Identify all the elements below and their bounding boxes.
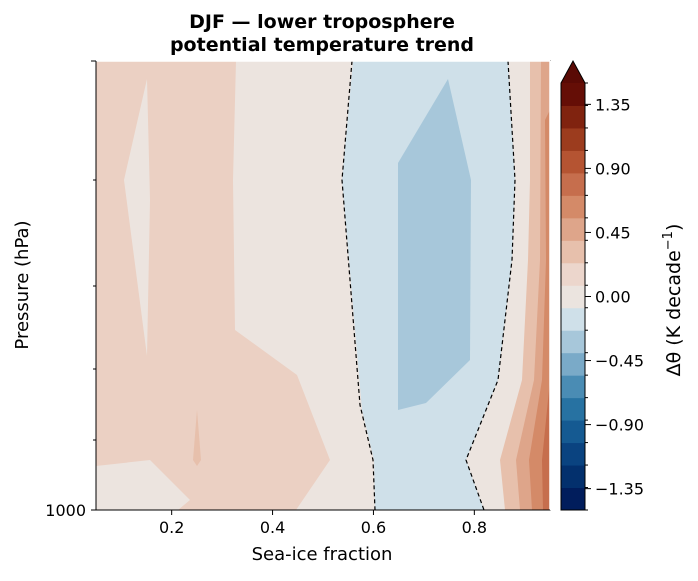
chart-title-line1: DJF — lower troposphere [189, 11, 455, 33]
chart-title-line2: potential temperature trend [170, 34, 474, 56]
colorbar-swatch [561, 420, 585, 444]
colorbar-swatch [561, 285, 585, 309]
region-light-band [233, 61, 375, 510]
colorbar-swatch [561, 397, 585, 421]
colorbar-swatch [561, 240, 585, 264]
region-light-sliver-left [124, 79, 150, 356]
colorbar-swatch [561, 83, 585, 106]
x-tick-label: 0.4 [260, 518, 285, 537]
y-tick-label: 1000 [45, 501, 86, 520]
zero-contour-left [341, 61, 376, 510]
colorbar-swatch [561, 375, 585, 399]
colorbar-swatch [561, 217, 585, 241]
colorbar-tick-label: 1.35 [595, 95, 631, 114]
colorbar-swatch [561, 105, 585, 129]
colorbar-swatch [561, 127, 585, 151]
colorbar-label: Δθ (K decade−1) [661, 224, 685, 377]
x-axis-label: Sea-ice fraction [252, 544, 393, 565]
x-axis-ticks: 0.2 0.4 0.6 0.8 [159, 510, 487, 537]
colorbar-ticks: −1.35 −0.90 −0.45 0.00 0.45 0.90 1.35 [585, 82, 644, 511]
colorbar-tick-label: −0.45 [595, 352, 644, 371]
colorbar-swatch [561, 262, 585, 286]
colorbar-tick-label: 0.45 [595, 223, 631, 242]
colorbar-swatch [561, 150, 585, 174]
colorbar-tick-label: 0.00 [595, 288, 631, 307]
region-light-foot-left [96, 460, 190, 510]
colorbar-tick-label: 0.90 [595, 159, 631, 178]
colorbar-swatch [561, 487, 585, 511]
y-axis-label: Pressure (hPa) [12, 220, 33, 349]
colorbar-tick-label: −0.90 [595, 416, 644, 435]
region-warm-edge-4 [542, 380, 550, 510]
colorbar-swatch [561, 307, 585, 331]
x-tick-label: 0.6 [361, 518, 386, 537]
colorbar-extend-arrow [561, 61, 585, 83]
colorbar-swatch [561, 195, 585, 219]
region-light-band-right [466, 61, 530, 510]
plot-area [96, 61, 550, 510]
region-warm-edge-3 [529, 110, 550, 510]
colorbar-swatch [561, 352, 585, 376]
colorbar-tick-label: −1.35 [595, 480, 644, 499]
x-tick-label: 0.8 [462, 518, 487, 537]
colorbar-swatch [561, 330, 585, 354]
zero-contour-right [465, 61, 516, 510]
colorbar-outline [560, 59, 586, 511]
y-axis-ticks: 1000 [45, 60, 96, 520]
region-warm-spot [193, 410, 201, 466]
colorbar [560, 59, 586, 511]
x-tick-label: 0.2 [159, 518, 184, 537]
colorbar-swatch [561, 442, 585, 466]
colorbar-swatch [561, 172, 585, 196]
region-cool-core [398, 79, 471, 410]
colorbar-swatch [561, 465, 585, 489]
